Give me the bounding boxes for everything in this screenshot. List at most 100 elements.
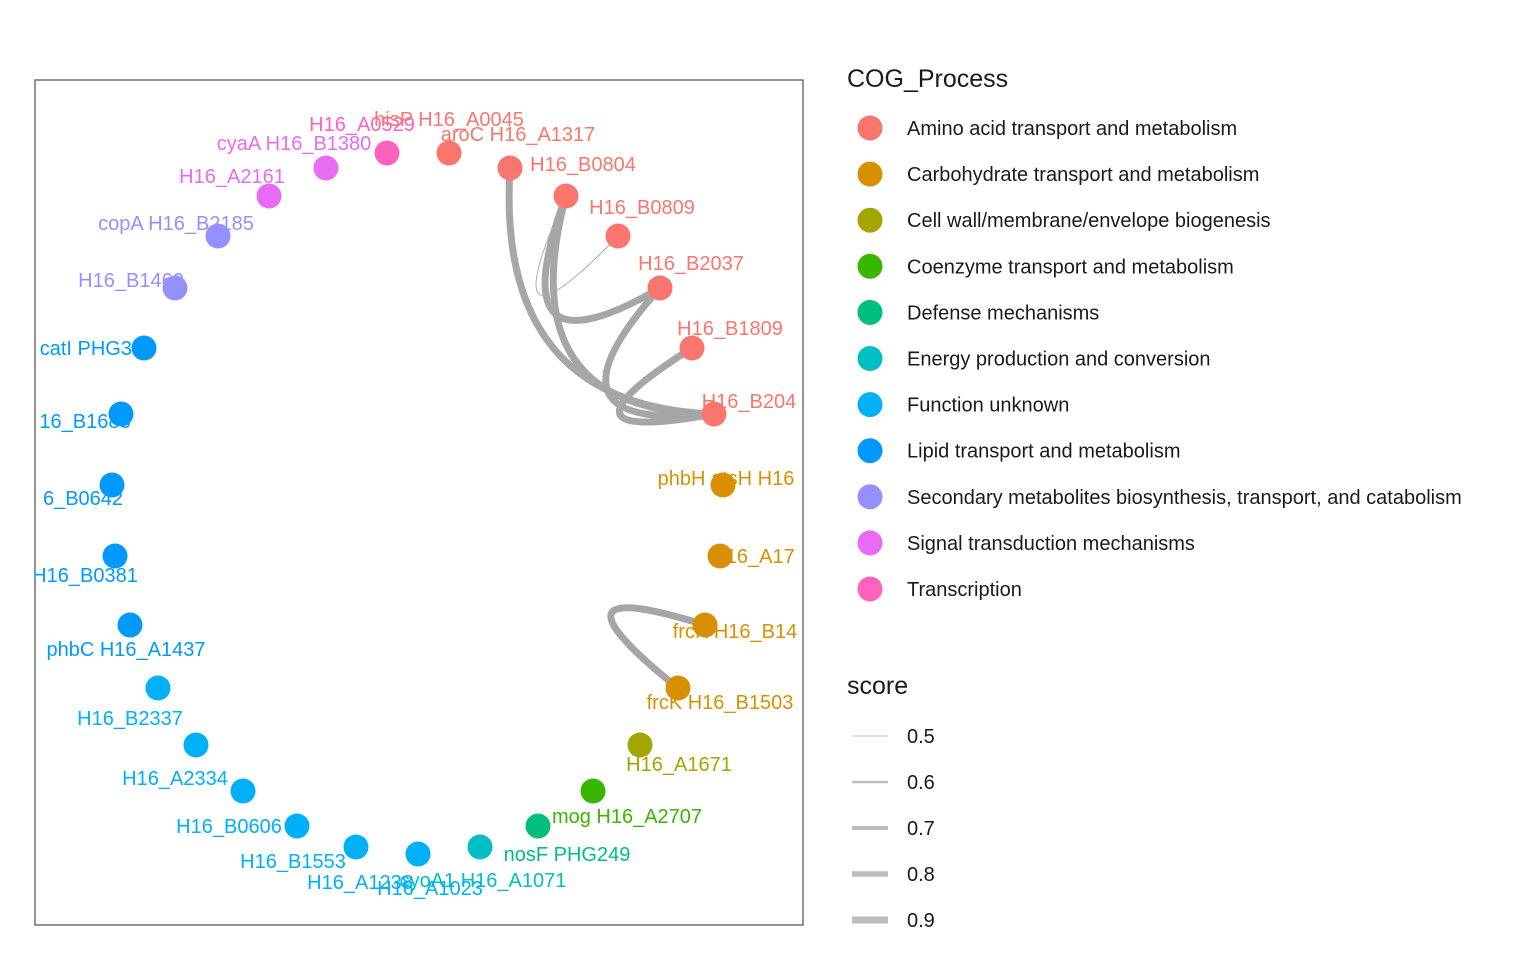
edge-6 xyxy=(607,604,709,692)
node-label-15: H16_A1238 xyxy=(307,872,413,894)
node-28 xyxy=(313,155,339,181)
node-9 xyxy=(665,675,691,701)
node-label-27: H16_A2161 xyxy=(179,166,285,188)
node-label-21: H16_B0381 xyxy=(32,565,138,587)
score-label-4: 0.9 xyxy=(907,910,935,932)
legend-key-8 xyxy=(857,484,883,510)
node-label-24: catI PHG383 xyxy=(40,338,155,360)
legend-label-8: Secondary metabolites biosynthesis, tran… xyxy=(907,487,1462,509)
edges-layer xyxy=(505,164,718,692)
node-label-17: H16_B0606 xyxy=(176,816,282,838)
node-labels-layer: aroC H16_A1317 H16_B0804 H16_B0809 H16_B203… xyxy=(32,109,798,900)
node-11 xyxy=(580,778,606,804)
node-label-26: copA H16_B2185 xyxy=(98,213,254,235)
node-label-10: H16_A1671 xyxy=(626,754,732,776)
node-label-4: H16_B1809 xyxy=(677,318,783,340)
legend-label-5: Energy production and conversion xyxy=(907,349,1211,371)
node-30 xyxy=(436,140,462,166)
legend-label-10: Transcription xyxy=(907,579,1022,601)
legend-key-6 xyxy=(857,392,883,418)
node-label-16: H16_B1553 xyxy=(240,851,346,873)
score-label-0: 0.5 xyxy=(907,726,935,748)
node-15 xyxy=(343,834,369,860)
legend-key-9 xyxy=(857,530,883,556)
node-label-3: H16_B2037 xyxy=(638,253,744,275)
edge-5 xyxy=(615,344,718,426)
node-2 xyxy=(605,223,631,249)
node-label-12: nosF PHG249 xyxy=(504,844,631,866)
legend-key-1 xyxy=(857,161,883,187)
node-label-0: aroC H16_A1317 xyxy=(441,124,596,146)
score-label-2: 0.7 xyxy=(907,818,935,840)
node-label-13: cyoA1 H16_A1071 xyxy=(400,870,567,892)
node-29 xyxy=(374,140,400,166)
node-22 xyxy=(99,472,125,498)
legend-key-0 xyxy=(857,115,883,141)
node-label-5: H16_B204 xyxy=(702,391,797,413)
node-label-7: H16_A17 xyxy=(711,546,794,568)
node-23 xyxy=(108,401,134,427)
node-26 xyxy=(205,223,231,249)
node-label-30: hisP H16_A0045 xyxy=(374,109,524,131)
edge-3 xyxy=(549,192,718,418)
node-13 xyxy=(467,834,493,860)
node-12 xyxy=(525,813,551,839)
color-legend-title: COG_Process xyxy=(847,65,1008,93)
node-20 xyxy=(117,612,143,638)
node-4 xyxy=(679,335,705,361)
legend-label-6: Function unknown xyxy=(907,395,1069,417)
panel-border xyxy=(34,79,804,926)
node-label-18: H16_A2334 xyxy=(122,768,228,790)
edge-1 xyxy=(535,195,619,296)
node-label-25: H16_B1460 xyxy=(78,270,184,292)
color-legend-keys: Amino acid transport and metabolism Carbo… xyxy=(857,115,1462,602)
legend-key-5 xyxy=(857,346,883,371)
node-14 xyxy=(405,841,431,867)
node-25 xyxy=(162,275,188,301)
node-label-1: H16_B0804 xyxy=(530,154,636,176)
node-7 xyxy=(707,543,733,569)
node-label-23: 16_B1683 xyxy=(39,411,130,433)
node-6 xyxy=(710,472,736,498)
node-27 xyxy=(256,183,282,209)
node-label-2: H16_B0809 xyxy=(589,197,695,219)
node-label-8: frcK H16_B14 xyxy=(673,621,798,643)
score-label-1: 0.6 xyxy=(907,772,935,794)
legend-key-4 xyxy=(857,299,883,325)
node-label-14: H16_A1023 xyxy=(377,878,483,900)
node-21 xyxy=(102,543,128,569)
legend-label-9: Signal transduction mechanisms xyxy=(907,533,1195,555)
node-5 xyxy=(701,401,727,427)
node-0 xyxy=(497,155,523,181)
node-label-20: phbC H16_A1437 xyxy=(46,639,205,661)
legend-key-2 xyxy=(857,207,883,233)
node-10 xyxy=(627,732,653,758)
legend-key-3 xyxy=(857,253,883,279)
node-19 xyxy=(145,675,171,701)
legend-label-2: Cell wall/membrane/envelope biogenesis xyxy=(907,210,1271,232)
node-16 xyxy=(284,813,310,839)
legend-label-0: Amino acid transport and metabolism xyxy=(907,118,1237,140)
node-label-29: H16_A0529 xyxy=(309,114,415,136)
node-label-19: H16_B2337 xyxy=(77,708,183,730)
node-24 xyxy=(131,335,157,361)
edge-4 xyxy=(602,284,718,420)
node-label-11: mog H16_A2707 xyxy=(552,806,702,828)
node-1 xyxy=(553,183,579,209)
node-8 xyxy=(692,612,718,638)
node-17 xyxy=(230,778,256,804)
legend-label-7: Lipid transport and metabolism xyxy=(907,441,1180,463)
legend-key-7 xyxy=(857,438,883,464)
nodes-layer xyxy=(99,140,736,867)
legend-label-4: Defense mechanisms xyxy=(907,302,1099,324)
legend-label-1: Carbohydrate transport and metabolism xyxy=(907,164,1259,186)
score-label-3: 0.8 xyxy=(907,864,935,886)
legend: COG_Process Amino acid transport and met… xyxy=(847,65,1462,932)
score-legend-keys: 0.5 0.6 0.7 0.8 0.9 xyxy=(852,726,935,932)
legend-key-10 xyxy=(857,576,883,602)
legend-label-3: Coenzyme transport and metabolism xyxy=(907,256,1234,278)
node-label-28: cyaA H16_B1380 xyxy=(217,133,372,155)
score-legend-title: score xyxy=(847,672,908,700)
node-3 xyxy=(647,275,673,301)
